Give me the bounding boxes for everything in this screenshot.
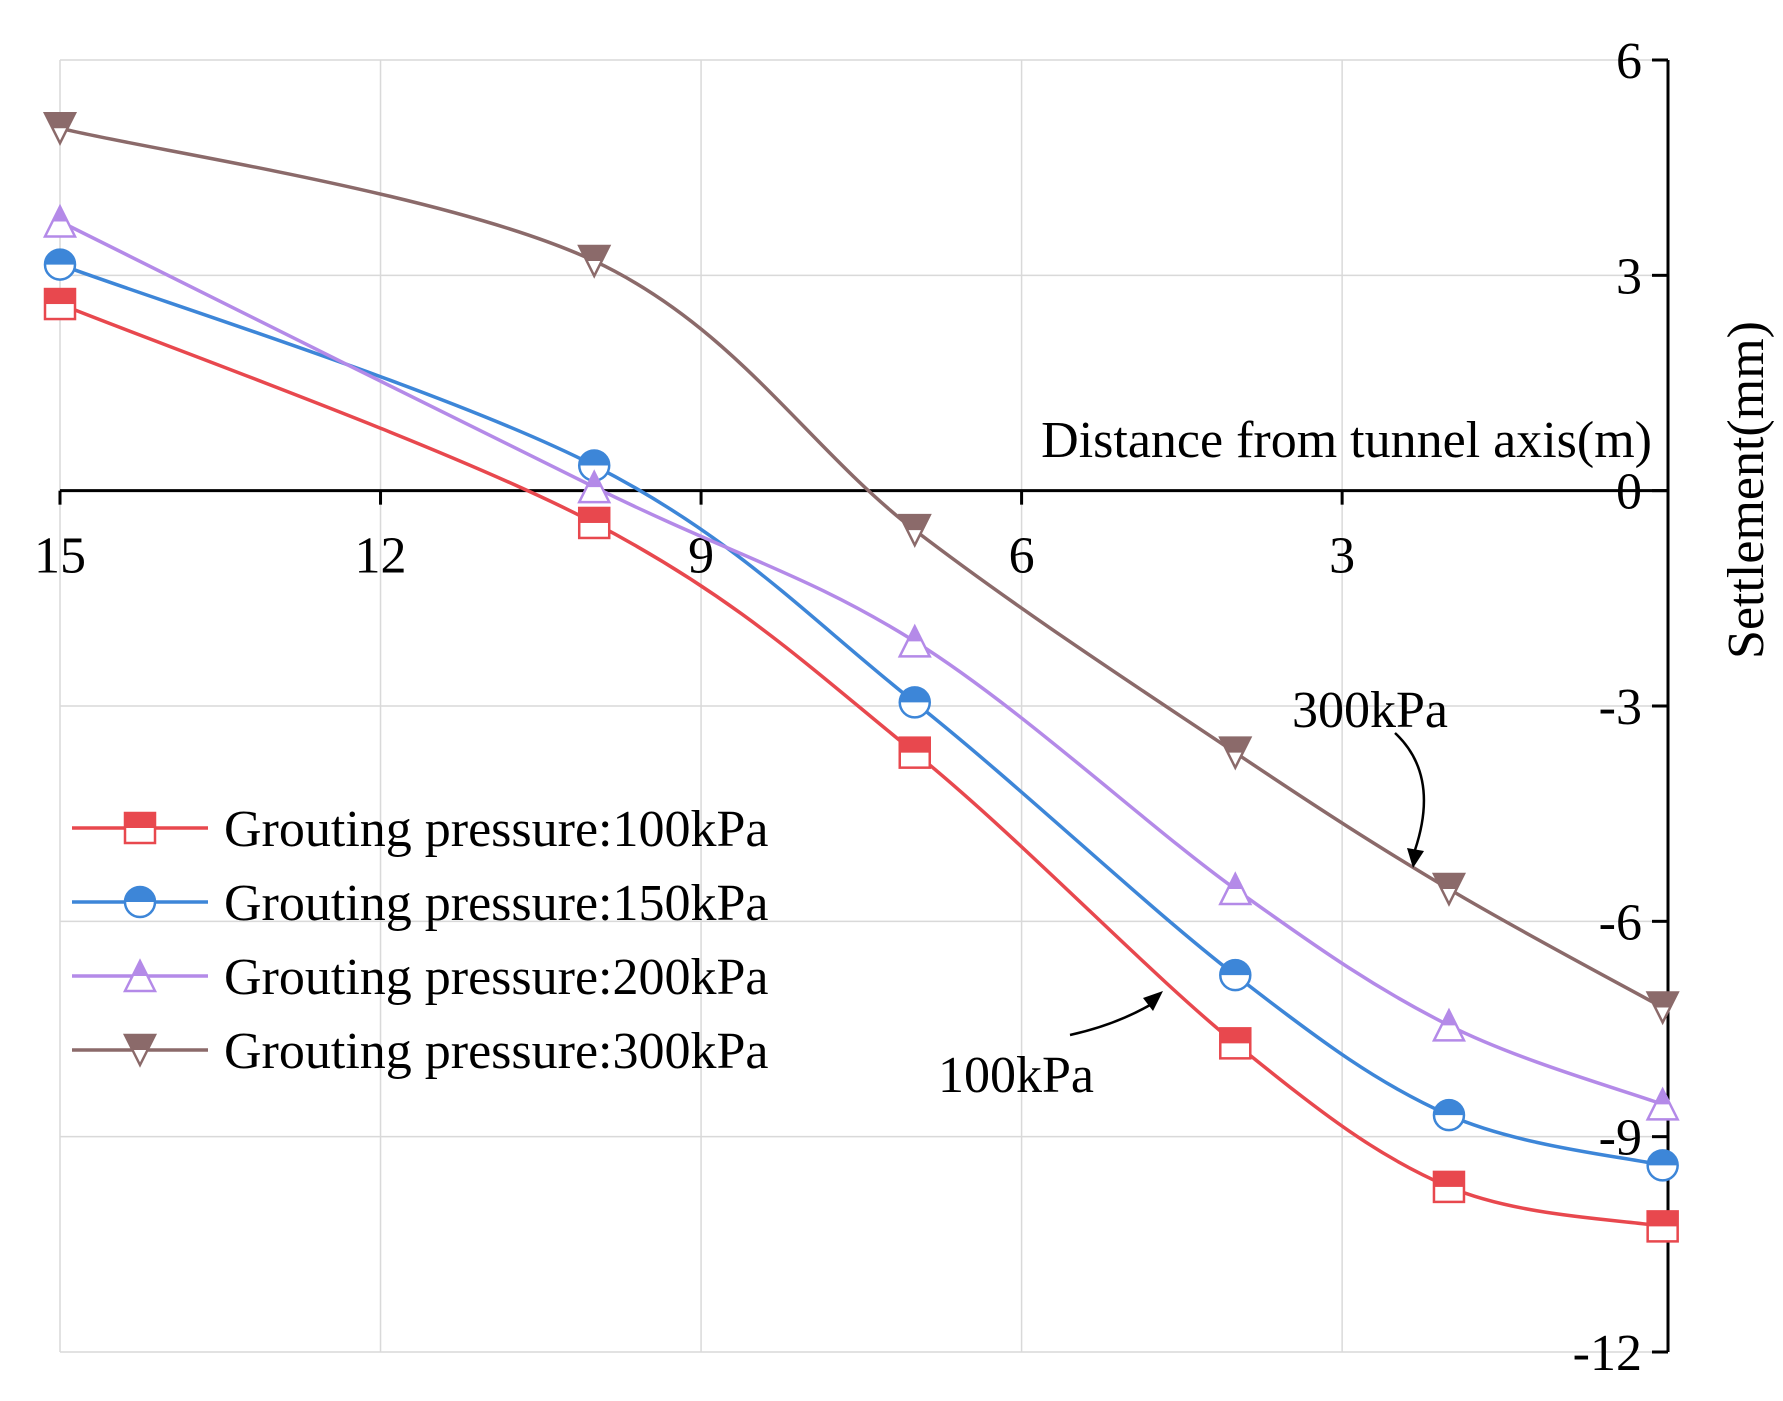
legend-label: Grouting pressure:300kPa bbox=[224, 1023, 768, 1080]
x-tick-label: 15 bbox=[34, 528, 86, 585]
series-layer bbox=[42, 111, 1680, 1243]
legend-item-100kpa: Grouting pressure:100kPa bbox=[72, 801, 768, 858]
marker-fill bbox=[586, 472, 602, 488]
data-point-150kpa bbox=[43, 248, 77, 281]
marker-fill bbox=[1647, 1211, 1678, 1227]
data-point-150kpa bbox=[1432, 1098, 1466, 1132]
y-tick-label: -3 bbox=[1599, 679, 1642, 736]
data-point-150kpa bbox=[577, 449, 611, 482]
marker-fill bbox=[899, 687, 930, 703]
marker-fill bbox=[1433, 874, 1464, 890]
data-point-150kpa bbox=[898, 686, 932, 719]
marker-fill bbox=[579, 507, 610, 523]
y-tick-label: 3 bbox=[1616, 248, 1642, 305]
marker-fill bbox=[1655, 1089, 1671, 1105]
y-tick-label: 0 bbox=[1616, 464, 1642, 521]
data-point-200kpa bbox=[1645, 1086, 1680, 1121]
x-tick-label: 12 bbox=[355, 528, 407, 585]
legend-item-150kpa: Grouting pressure:150kPa bbox=[72, 875, 768, 932]
data-point-200kpa bbox=[1431, 1007, 1466, 1042]
legend-marker bbox=[122, 1033, 158, 1068]
data-point-100kpa bbox=[898, 736, 932, 769]
marker-fill bbox=[132, 961, 148, 976]
marker-fill bbox=[52, 206, 68, 222]
marker-fill bbox=[579, 450, 610, 466]
marker-fill bbox=[125, 1035, 155, 1050]
annotation-100kpa-label: 100kPa bbox=[938, 1047, 1094, 1104]
data-point-200kpa bbox=[42, 203, 78, 238]
annotations: 300kPa 100kPa bbox=[938, 682, 1448, 1104]
series-300kpa bbox=[42, 111, 1680, 1026]
data-point-100kpa bbox=[1432, 1170, 1466, 1204]
marker-fill bbox=[125, 813, 155, 828]
legend-marker bbox=[122, 958, 158, 993]
data-point-150kpa bbox=[1219, 958, 1252, 992]
marker-fill bbox=[45, 249, 75, 265]
legend-item-200kpa: Grouting pressure:200kPa bbox=[72, 949, 768, 1006]
data-point-300kpa bbox=[1218, 736, 1253, 771]
legend-marker bbox=[123, 811, 157, 845]
y-tick-label: 6 bbox=[1616, 33, 1642, 90]
marker-fill bbox=[907, 626, 923, 642]
marker-fill bbox=[899, 515, 930, 531]
marker-fill bbox=[1220, 960, 1251, 976]
data-point-150kpa bbox=[1646, 1149, 1679, 1182]
marker-fill bbox=[1433, 1171, 1464, 1187]
x-tick-label: 6 bbox=[1009, 528, 1035, 585]
data-point-100kpa bbox=[43, 287, 77, 321]
marker-fill bbox=[579, 245, 610, 261]
x-axis-title: Distance from tunnel axis(m) bbox=[1041, 412, 1652, 469]
annotation-300kpa-arrowhead bbox=[1407, 848, 1424, 868]
marker-fill bbox=[45, 289, 75, 305]
legend-marker bbox=[123, 885, 157, 919]
grid bbox=[59, 59, 1668, 1353]
data-point-300kpa bbox=[897, 513, 932, 548]
marker-fill bbox=[1647, 992, 1678, 1008]
legend-label: Grouting pressure:200kPa bbox=[224, 949, 768, 1006]
marker-fill bbox=[1220, 1028, 1251, 1044]
marker-fill bbox=[899, 737, 930, 753]
series-150kpa bbox=[43, 248, 1679, 1182]
marker-fill bbox=[1433, 1100, 1464, 1116]
y-axis-title: Settlement(mm) bbox=[1718, 321, 1775, 659]
data-point-300kpa bbox=[577, 244, 612, 279]
data-point-100kpa bbox=[1219, 1027, 1252, 1060]
marker-fill bbox=[125, 887, 155, 902]
data-point-300kpa bbox=[1645, 991, 1680, 1026]
legend-label: Grouting pressure:150kPa bbox=[224, 875, 768, 932]
annotation-300kpa-label: 300kPa bbox=[1292, 682, 1448, 739]
y-tick-label: -12 bbox=[1573, 1325, 1642, 1382]
annotation-100kpa-arrowhead bbox=[1143, 991, 1163, 1011]
data-point-100kpa bbox=[577, 506, 611, 540]
legend-item-300kpa: Grouting pressure:300kPa bbox=[72, 1023, 768, 1080]
y-tick-label: -6 bbox=[1599, 894, 1642, 951]
data-point-100kpa bbox=[1646, 1210, 1679, 1243]
marker-fill bbox=[45, 113, 75, 129]
annotation-300kpa-arrow bbox=[1394, 732, 1426, 851]
marker-fill bbox=[1220, 737, 1251, 753]
data-point-200kpa bbox=[577, 469, 612, 504]
data-point-300kpa bbox=[1431, 872, 1466, 907]
legend-label: Grouting pressure:100kPa bbox=[224, 801, 768, 858]
marker-fill bbox=[1227, 874, 1243, 890]
legend: Grouting pressure:100kPa Grouting pressur… bbox=[72, 801, 768, 1080]
series-200kpa bbox=[42, 203, 1680, 1121]
series-100kpa bbox=[43, 287, 1679, 1243]
marker-fill bbox=[1441, 1010, 1457, 1026]
x-tick-label: 3 bbox=[1329, 528, 1355, 585]
data-point-200kpa bbox=[897, 623, 932, 658]
data-point-300kpa bbox=[42, 111, 78, 146]
annotation-100kpa-arrow bbox=[1069, 1003, 1151, 1037]
data-point-200kpa bbox=[1218, 871, 1253, 906]
marker-fill bbox=[1647, 1150, 1678, 1166]
